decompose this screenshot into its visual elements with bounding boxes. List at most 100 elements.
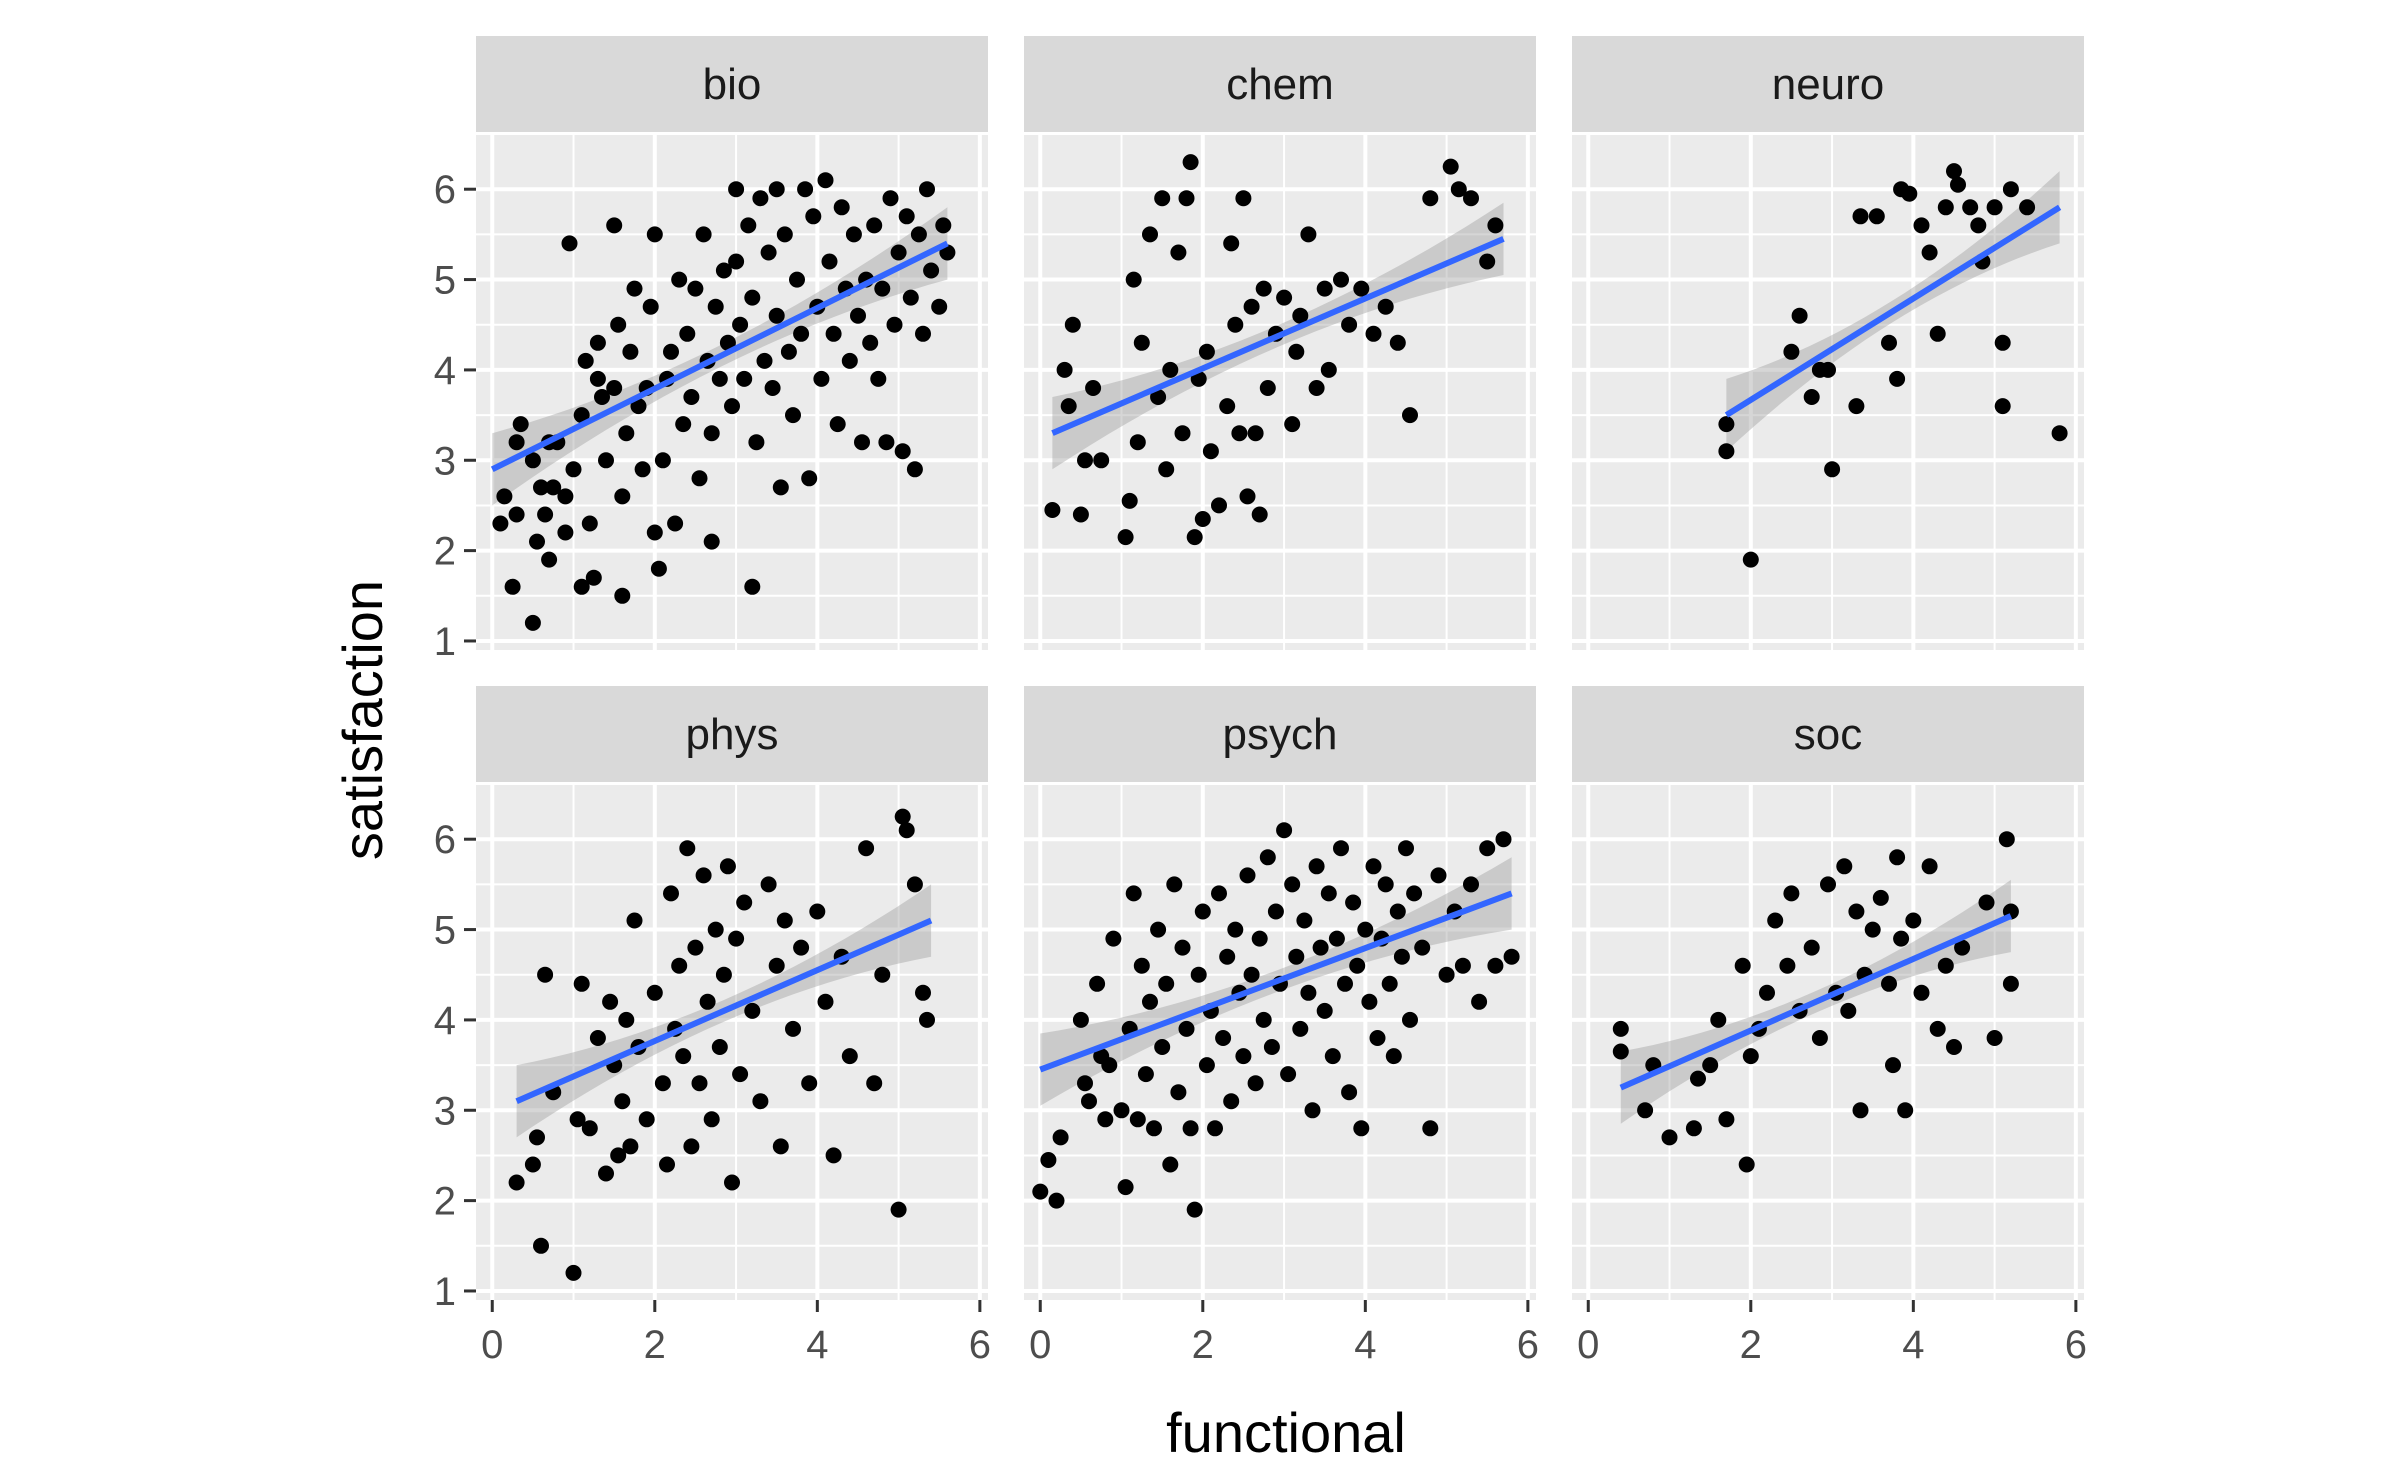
scatter-point <box>1402 1011 1418 1028</box>
scatter-point <box>1811 1030 1828 1046</box>
scatter-point <box>1048 1192 1065 1209</box>
scatter-point <box>541 551 558 568</box>
scatter-point <box>492 515 509 532</box>
scatter-point <box>1365 325 1382 342</box>
scatter-points <box>1032 822 1520 1218</box>
scatter-point <box>1117 529 1134 546</box>
scatter-point <box>569 1111 586 1128</box>
scatter-point <box>1085 380 1102 396</box>
fit-line <box>1039 890 1513 1073</box>
scatter-point <box>1901 185 1918 202</box>
facet-panel-psych: psych 0 2 4 6 <box>1024 686 1539 1367</box>
y-tick-label: 6 <box>434 168 456 212</box>
scatter-point <box>760 876 777 893</box>
scatter-point <box>1361 993 1378 1010</box>
scatter-point <box>797 181 814 198</box>
scatter-point <box>1162 361 1179 378</box>
scatter-point <box>1243 966 1260 983</box>
scatter-point <box>858 840 875 857</box>
scatter-point <box>923 262 940 279</box>
scatter-point <box>829 416 846 433</box>
scatter-point <box>906 876 923 893</box>
scatter-point <box>1178 1020 1195 1037</box>
scatter-point <box>862 334 879 351</box>
scatter-point <box>667 515 684 532</box>
scatter-point <box>679 840 696 857</box>
scatter-point <box>1398 840 1414 857</box>
scatter-point <box>1292 1020 1309 1037</box>
scatter-point <box>1239 867 1256 884</box>
scatter-point <box>1324 1048 1341 1065</box>
scatter-point <box>1093 452 1110 469</box>
scatter-point <box>561 235 578 252</box>
scatter-point <box>646 984 663 1001</box>
scatter-point <box>1921 244 1938 261</box>
panel-background <box>1024 135 1536 650</box>
scatter-point <box>1333 840 1349 857</box>
scatter-point <box>874 280 891 297</box>
scatter-point <box>533 479 549 496</box>
scatter-point <box>1089 975 1106 992</box>
scatter-point <box>1848 903 1865 920</box>
facet-strip-label: soc <box>1794 710 1862 759</box>
facet-panel-soc: soc 0 2 4 6 <box>1572 686 2087 1367</box>
scatter-point <box>1133 334 1150 351</box>
scatter-point <box>1986 1030 2003 1046</box>
scatter-point <box>1718 1111 1735 1128</box>
scatter-point <box>1097 1111 1114 1128</box>
scatter-point <box>1247 425 1264 442</box>
scatter-point <box>663 343 679 360</box>
scatter-point <box>1393 948 1410 965</box>
scatter-point <box>724 398 740 415</box>
scatter-point <box>915 984 931 1001</box>
scatter-point <box>1308 380 1325 396</box>
gridlines <box>1024 785 1536 1300</box>
scatter-point <box>589 370 606 387</box>
scatter-point <box>1442 158 1459 175</box>
scatter-point <box>1803 939 1820 956</box>
scatter-point <box>703 1111 720 1128</box>
scatter-point <box>719 334 736 351</box>
scatter-point <box>557 524 574 541</box>
x-tick-label: 6 <box>969 1323 991 1367</box>
y-tick-label: 3 <box>434 1089 456 1133</box>
scatter-point <box>1186 529 1203 546</box>
scatter-point <box>1219 948 1236 965</box>
scatter-point <box>2051 425 2068 442</box>
scatter-point <box>845 226 862 243</box>
scatter-point <box>882 190 899 207</box>
scatter-point <box>577 352 594 369</box>
scatter-point <box>1824 461 1841 478</box>
scatter-point <box>1211 885 1227 902</box>
fit-line <box>515 917 933 1104</box>
scatter-point <box>1929 325 1946 342</box>
scatter-point <box>1227 316 1244 333</box>
scatter-point <box>1377 876 1394 893</box>
scatter-point <box>1308 858 1325 875</box>
scatter-point <box>671 271 688 288</box>
scatter-point <box>1994 398 2011 415</box>
x-tick-label: 0 <box>1577 1323 1599 1367</box>
scatter-point <box>1685 1120 1702 1137</box>
scatter-point <box>654 1075 671 1092</box>
scatter-points <box>1044 154 1504 546</box>
scatter-point <box>1422 190 1439 207</box>
scatter-point <box>508 506 525 523</box>
scatter-point <box>1276 289 1293 306</box>
scatter-point <box>675 416 692 433</box>
scatter-point <box>1276 822 1293 839</box>
scatter-point <box>1174 939 1191 956</box>
scatter-point <box>1312 939 1329 956</box>
scatter-point <box>728 930 745 947</box>
scatter-point <box>1791 307 1808 324</box>
scatter-point <box>1227 921 1244 938</box>
facet-strip-label: psych <box>1223 710 1338 759</box>
scatter-point <box>1487 217 1504 234</box>
scatter-point <box>1182 1120 1199 1137</box>
scatter-points <box>492 172 956 631</box>
scatter-point <box>1341 1084 1358 1101</box>
scatter-point <box>1702 1057 1719 1074</box>
scatter-point <box>898 208 915 225</box>
scatter-point <box>1316 1002 1333 1019</box>
scatter-point <box>1060 398 1077 415</box>
